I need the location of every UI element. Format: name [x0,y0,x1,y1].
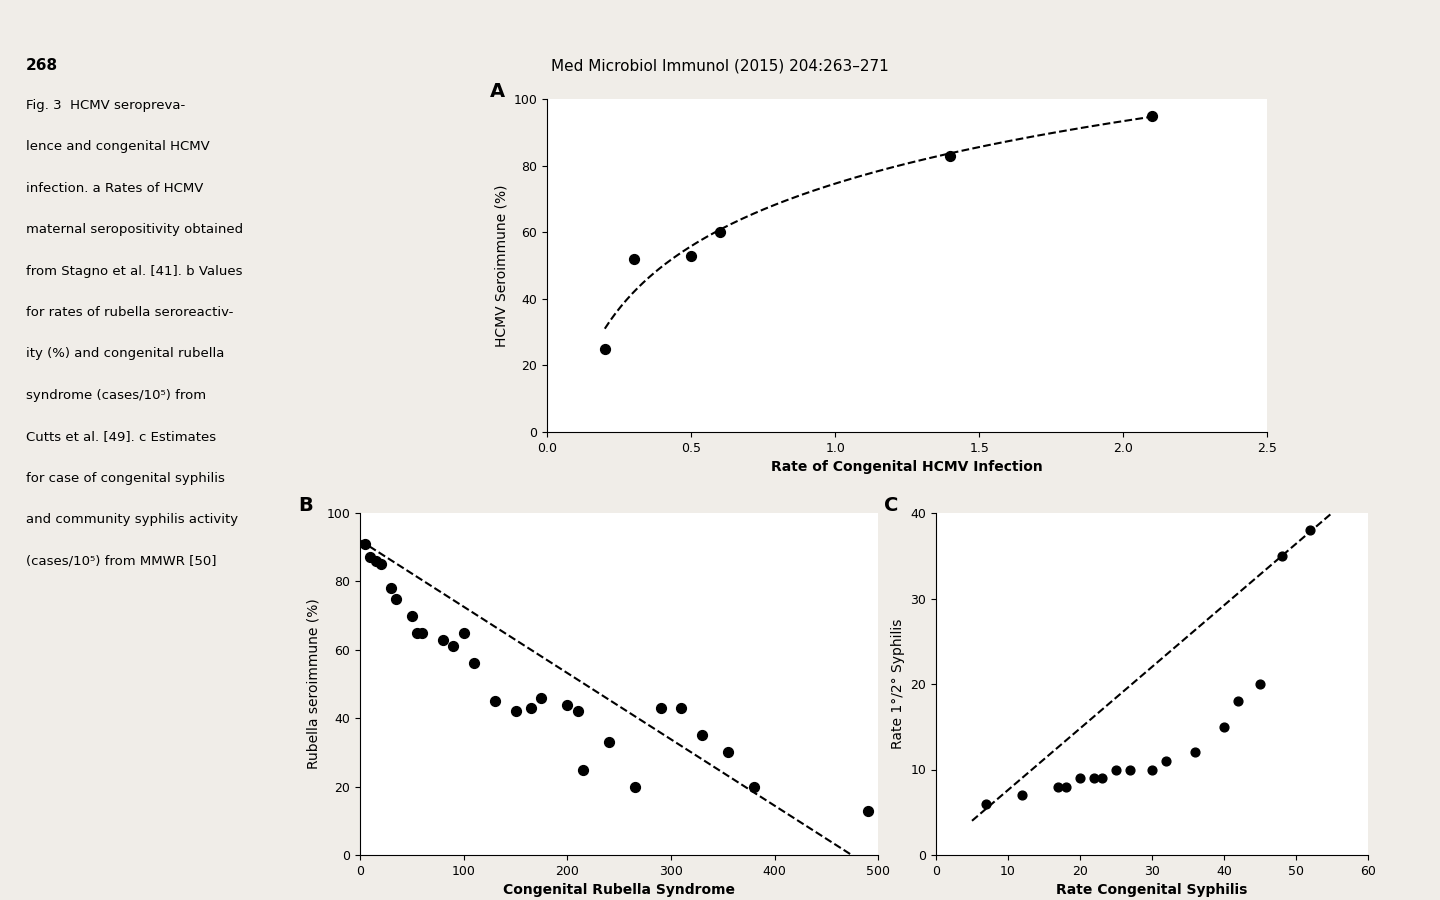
X-axis label: Congenital Rubella Syndrome: Congenital Rubella Syndrome [503,883,736,897]
Point [566,704,589,718]
Point [598,735,621,750]
Point [572,762,595,777]
Text: from Stagno et al. [41]. b Values: from Stagno et al. [41]. b Values [26,265,242,277]
Point [649,701,672,716]
Text: maternal seropositivity obtained: maternal seropositivity obtained [26,223,243,236]
Text: B: B [298,496,312,515]
X-axis label: Rate Congenital Syphilis: Rate Congenital Syphilis [1057,883,1247,897]
Point [400,608,423,623]
Point [369,557,392,572]
Text: for case of congenital syphilis: for case of congenital syphilis [26,472,225,484]
Point [384,591,408,606]
Point [484,694,507,708]
Point [975,796,998,811]
Point [1299,523,1322,537]
Point [1140,762,1164,777]
Text: infection. a Rates of HCMV: infection. a Rates of HCMV [26,182,203,194]
Point [624,779,647,794]
Text: C: C [884,496,899,515]
X-axis label: Rate of Congenital HCMV Infection: Rate of Congenital HCMV Infection [772,460,1043,474]
Y-axis label: HCMV Seroimmune (%): HCMV Seroimmune (%) [494,184,508,346]
Point [939,148,962,163]
Point [354,536,377,551]
Point [1270,548,1293,563]
Text: A: A [490,82,505,102]
Text: ity (%) and congenital rubella: ity (%) and congenital rubella [26,347,225,360]
Point [691,728,714,742]
Point [1090,770,1113,785]
Y-axis label: Rate 1°/2° Syphilis: Rate 1°/2° Syphilis [891,619,904,749]
Point [622,252,645,266]
Point [1140,108,1164,122]
Point [452,626,475,640]
Point [504,704,527,718]
Point [556,698,579,712]
Point [432,633,455,647]
Point [1104,762,1128,777]
Point [380,581,403,596]
Point [364,554,387,568]
Point [530,690,553,705]
Point [520,701,543,716]
Point [442,639,465,653]
Point [743,779,766,794]
Y-axis label: Rubella seroimmune (%): Rubella seroimmune (%) [307,598,321,770]
Point [1248,677,1272,691]
Text: Med Microbiol Immunol (2015) 204:263–271: Med Microbiol Immunol (2015) 204:263–271 [552,58,888,74]
Point [717,745,740,760]
Point [1184,745,1207,760]
Point [462,656,485,670]
Text: (cases/10⁵) from MMWR [50]: (cases/10⁵) from MMWR [50] [26,554,216,567]
Point [680,248,703,263]
Text: syndrome (cases/10⁵) from: syndrome (cases/10⁵) from [26,389,206,401]
Text: Cutts et al. [49]. c Estimates: Cutts et al. [49]. c Estimates [26,430,216,443]
Point [1212,720,1236,734]
Text: 268: 268 [26,58,58,74]
Point [1155,753,1178,768]
Point [593,341,616,356]
Point [1047,779,1070,794]
Point [1227,694,1250,708]
Point [410,626,433,640]
Text: for rates of rubella seroreactiv-: for rates of rubella seroreactiv- [26,306,233,319]
Point [1054,779,1077,794]
Point [857,804,880,818]
Point [670,701,693,716]
Point [1011,788,1034,803]
Point [1068,770,1092,785]
Text: lence and congenital HCMV: lence and congenital HCMV [26,140,210,153]
Point [406,626,429,640]
Text: Fig. 3  HCMV seropreva-: Fig. 3 HCMV seropreva- [26,99,186,112]
Point [359,550,382,564]
Point [1119,762,1142,777]
Text: and community syphilis activity: and community syphilis activity [26,513,238,526]
Point [708,225,732,239]
Point [1083,770,1106,785]
